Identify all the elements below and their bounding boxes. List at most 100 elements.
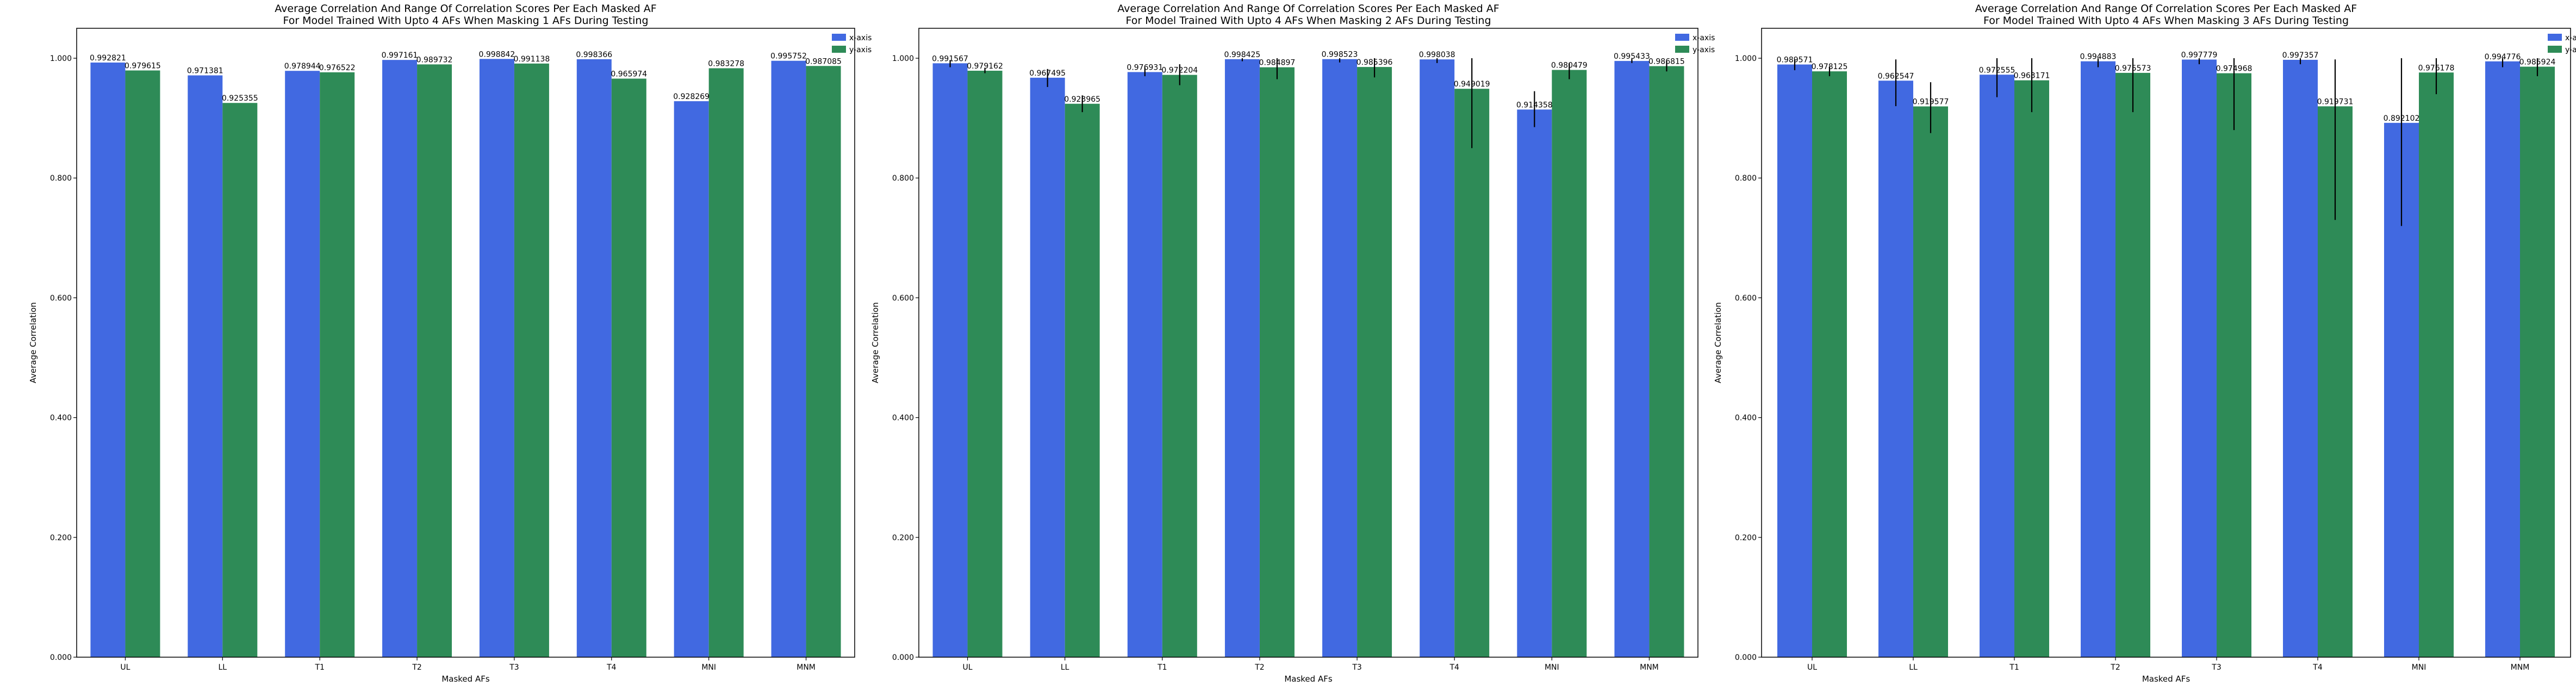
chart-title-line-1: Average Correlation And Range Of Correla… <box>1117 3 1499 15</box>
y-tick-label: 0.600 <box>50 294 72 302</box>
value-label-y-axis-t4: 0.949019 <box>1454 80 1490 89</box>
y-tick-label: 0.800 <box>892 174 914 183</box>
bar-y-axis-t3 <box>514 63 549 658</box>
y-tick-label: 0.800 <box>1735 174 1757 183</box>
y-axis-label: Average Correlation <box>870 302 880 383</box>
y-tick-label: 0.400 <box>892 414 914 423</box>
y-tick-label: 1.000 <box>892 54 914 63</box>
x-tick-label-ul: UL <box>1807 663 1817 672</box>
bar-x-axis-t3 <box>479 59 514 658</box>
value-label-y-axis-t2: 0.975573 <box>2115 64 2151 73</box>
bar-x-axis-t4 <box>2283 59 2318 658</box>
value-label-x-axis-t3: 0.997779 <box>2181 51 2218 59</box>
x-tick-label-ll: LL <box>1061 663 1069 672</box>
y-tick-label: 1.000 <box>1735 54 1757 63</box>
value-label-x-axis-t1: 0.978944 <box>284 62 321 71</box>
bar-y-axis-ul <box>1812 71 1847 657</box>
y-tick-label: 0.000 <box>50 653 72 662</box>
y-tick-label: 0.800 <box>50 174 72 183</box>
legend-swatch-x-axis <box>2548 34 2562 41</box>
value-label-y-axis-t1: 0.963171 <box>2014 72 2050 81</box>
y-tick-label: 0.200 <box>892 534 914 542</box>
bar-x-axis-mni <box>674 101 709 658</box>
y-tick-label: 0.200 <box>1735 534 1757 542</box>
bar-y-axis-ll <box>222 103 258 657</box>
value-label-x-axis-mni: 0.892102 <box>2384 114 2420 123</box>
value-label-x-axis-t4: 0.998038 <box>1419 51 1455 59</box>
x-axis-label: Masked AFs <box>441 674 490 684</box>
bar-x-axis-t3 <box>1322 59 1358 658</box>
bar-y-axis-t2 <box>417 64 452 658</box>
x-tick-label-mni: MNI <box>701 663 716 672</box>
y-tick-label: 0.200 <box>50 534 72 542</box>
value-label-x-axis-t2: 0.997161 <box>382 51 418 60</box>
x-tick-label-ll: LL <box>1909 663 1918 672</box>
legend-swatch-y-axis <box>1675 46 1689 53</box>
legend-swatch-x-axis <box>1675 34 1689 41</box>
bar-x-axis-ll <box>1878 81 1913 657</box>
bar-x-axis-ll <box>1030 77 1065 657</box>
x-tick-label-t3: T3 <box>1352 663 1361 672</box>
bar-y-axis-mnm <box>806 66 841 658</box>
legend-label-x-axis: x-axis <box>2565 34 2576 42</box>
value-label-x-axis-t3: 0.998842 <box>479 50 515 59</box>
legend-label-x-axis: x-axis <box>1693 34 1715 42</box>
value-label-x-axis-t1: 0.976931 <box>1127 63 1163 72</box>
legend-swatch-x-axis <box>832 34 846 41</box>
bar-y-axis-mnm <box>2520 66 2555 657</box>
value-label-x-axis-t2: 0.994883 <box>2080 53 2117 61</box>
bar-x-axis-t2 <box>1224 59 1260 657</box>
value-label-x-axis-t4: 0.998366 <box>576 51 612 59</box>
value-label-y-axis-ul: 0.978125 <box>1812 63 1848 71</box>
x-tick-label-t3: T3 <box>509 663 519 672</box>
value-label-x-axis-t1: 0.972555 <box>1979 66 2015 75</box>
bar-y-axis-ul <box>125 70 160 658</box>
bar-y-axis-t2 <box>1259 67 1295 658</box>
x-axis-label: Masked AFs <box>1284 674 1333 684</box>
value-label-y-axis-t3: 0.991138 <box>514 55 550 64</box>
x-tick-label-t3: T3 <box>2211 663 2221 672</box>
plot-frame <box>918 28 1698 658</box>
bar-x-axis-t1 <box>1980 75 2014 657</box>
x-tick-label-t4: T4 <box>1449 663 1459 672</box>
value-label-x-axis-mnm: 0.995433 <box>1614 52 1650 61</box>
bar-y-axis-t1 <box>320 72 355 658</box>
value-label-y-axis-ul: 0.979162 <box>967 62 1003 71</box>
legend-label-y-axis: y-axis <box>849 46 872 54</box>
value-label-x-axis-ll: 0.971381 <box>187 67 223 76</box>
bar-y-axis-t4 <box>1454 89 1490 657</box>
legend-label-y-axis: y-axis <box>2565 46 2576 54</box>
chart-title-line-2: For Model Trained With Upto 4 AFs When M… <box>1983 15 2349 27</box>
bar-x-axis-ul <box>90 62 126 657</box>
chart-title-line-2: For Model Trained With Upto 4 AFs When M… <box>283 15 648 27</box>
bar-x-axis-ul <box>932 63 968 658</box>
value-label-x-axis-mni: 0.914358 <box>1516 101 1553 109</box>
x-axis-label: Masked AFs <box>2142 674 2191 684</box>
bar-x-axis-mnm <box>771 60 806 657</box>
value-label-y-axis-t1: 0.972204 <box>1161 66 1198 75</box>
x-tick-label-ul: UL <box>120 663 130 672</box>
x-tick-label-t1: T1 <box>314 663 324 672</box>
value-label-y-axis-t2: 0.984897 <box>1259 59 1296 67</box>
value-label-y-axis-mnm: 0.987085 <box>805 57 842 66</box>
bar-y-axis-t4 <box>611 78 646 657</box>
value-label-y-axis-t2: 0.989732 <box>416 55 453 64</box>
y-tick-label: 0.600 <box>892 294 914 302</box>
x-tick-label-mnm: MNM <box>1640 663 1659 672</box>
x-tick-label-t1: T1 <box>1157 663 1167 672</box>
bar-x-axis-mnm <box>2485 61 2520 658</box>
bar-y-axis-t3 <box>1357 67 1392 657</box>
value-label-y-axis-mni: 0.983278 <box>708 59 744 68</box>
x-tick-label-mni: MNI <box>1545 663 1559 672</box>
y-tick-label: 0.400 <box>1735 414 1757 423</box>
bar-y-axis-t1 <box>2014 80 2049 657</box>
x-tick-label-ul: UL <box>963 663 973 672</box>
value-label-x-axis-ll: 0.967495 <box>1029 69 1066 78</box>
value-label-y-axis-mnm: 0.985924 <box>2519 58 2556 67</box>
y-tick-label: 0.400 <box>50 414 72 423</box>
y-tick-label: 0.600 <box>1735 294 1757 302</box>
bar-x-axis-ul <box>1777 64 1812 658</box>
value-label-x-axis-ul: 0.992821 <box>90 54 126 63</box>
x-tick-label-mnm: MNM <box>2511 663 2530 672</box>
